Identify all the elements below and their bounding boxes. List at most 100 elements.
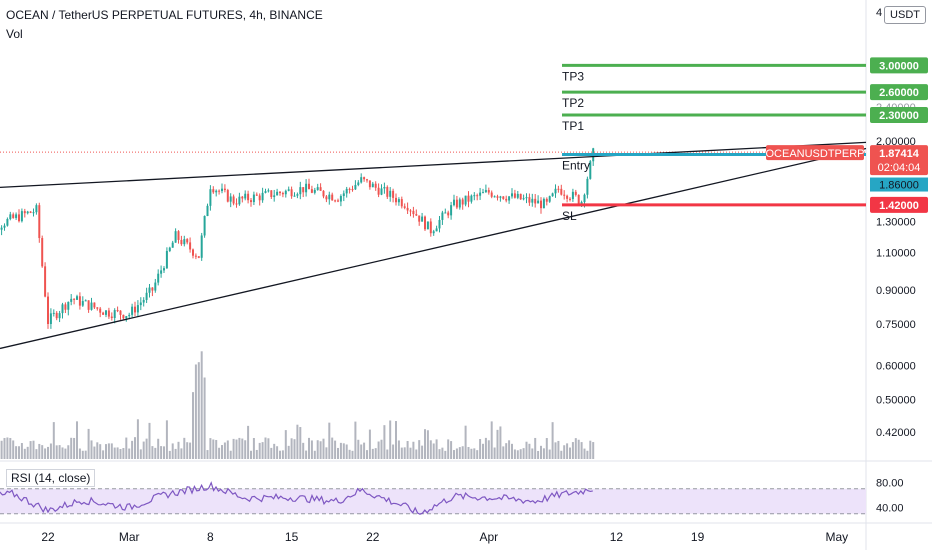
volume-bar <box>255 449 258 459</box>
candle-body <box>337 200 339 202</box>
volume-bar <box>165 420 168 459</box>
volume-bar <box>534 437 537 459</box>
volume-bar <box>290 438 293 459</box>
candle-body <box>380 188 383 195</box>
volume-bar <box>279 450 281 459</box>
candle-body <box>551 193 554 197</box>
candle-body <box>293 195 296 197</box>
time-axis-label: 12 <box>610 530 624 544</box>
candle-body <box>351 189 354 191</box>
candle-body <box>542 198 545 209</box>
volume-bar <box>116 447 119 459</box>
candle-body <box>342 193 345 197</box>
volume-bar <box>67 445 70 459</box>
volume-bar <box>305 450 308 459</box>
candle-body <box>258 195 261 201</box>
candle-body <box>273 195 276 198</box>
volume-bar <box>429 440 432 459</box>
volume-bar <box>412 441 415 459</box>
currency-button[interactable]: USDT <box>884 6 926 24</box>
candle-body <box>232 196 235 204</box>
candle-body <box>203 215 206 236</box>
current-price-countdown: 02:04:04 <box>878 162 921 174</box>
candle-body <box>357 182 360 185</box>
volume-bar <box>528 443 531 459</box>
candle-body <box>0 227 3 230</box>
candle-body <box>197 256 200 258</box>
candle-body <box>15 214 18 218</box>
candle-body <box>525 197 528 199</box>
volume-bar <box>415 449 418 459</box>
rsi-label[interactable]: RSI (14, close) <box>6 469 96 487</box>
volume-bar <box>258 442 261 459</box>
volume-bar <box>267 438 270 459</box>
candle-body <box>371 183 374 188</box>
candle-body <box>192 249 194 256</box>
volume-bar <box>444 450 447 459</box>
volume-bar <box>513 449 516 459</box>
volume-bar <box>93 446 96 459</box>
candle-body <box>244 193 247 199</box>
volume-bar <box>424 429 426 459</box>
volume-bar <box>58 445 61 459</box>
candle-body <box>125 316 128 319</box>
candle-body <box>218 190 221 192</box>
price-badge <box>870 57 928 74</box>
candle-body <box>569 198 571 200</box>
volume-bar <box>241 438 244 459</box>
volume-bar <box>557 440 560 459</box>
candle-body <box>163 268 165 271</box>
entry-price-badge-label: 1.86000 <box>879 180 919 192</box>
candle-body <box>545 198 548 202</box>
volume-bar <box>157 438 160 459</box>
volume-bar <box>192 392 194 459</box>
candle-body <box>580 202 583 204</box>
candle-body <box>99 308 102 313</box>
candle-body <box>467 195 470 202</box>
volume-bar <box>52 422 55 459</box>
volume-bar <box>395 421 397 459</box>
volume-bar <box>44 448 47 459</box>
volume-bar <box>238 437 241 459</box>
candle-body <box>574 191 577 195</box>
volume-bar <box>142 441 145 459</box>
candle-body <box>302 187 305 193</box>
volume-bar <box>577 439 580 459</box>
volume-bar <box>574 438 577 459</box>
volume-bar <box>125 437 128 459</box>
volume-bar <box>586 450 589 459</box>
price-axis-label: 2.00000 <box>876 136 916 148</box>
candle-body <box>560 188 563 195</box>
candle-body <box>392 190 395 198</box>
volume-bar <box>15 446 18 459</box>
volume-bar <box>571 442 574 459</box>
candle-body <box>96 307 99 309</box>
candle-body <box>482 192 484 194</box>
candle-body <box>418 215 421 222</box>
volume-bar <box>81 450 84 459</box>
candle-body <box>455 199 458 208</box>
time-axis-label: 22 <box>41 530 55 544</box>
candle-body <box>313 189 316 193</box>
candle-body <box>23 211 26 214</box>
candle-body <box>464 195 467 205</box>
candle-body <box>571 191 574 200</box>
volume-bar <box>145 438 148 459</box>
candle-body <box>177 231 180 240</box>
price-badge <box>870 84 928 101</box>
candle-body <box>479 192 482 196</box>
candle-body <box>55 312 58 319</box>
candle-body <box>186 239 189 243</box>
candle-body <box>105 310 107 315</box>
price-axis-label: 1.30000 <box>876 216 916 228</box>
candle-body <box>102 312 105 315</box>
volume-bar <box>389 420 392 459</box>
volume-bar <box>339 442 342 459</box>
volume-bar <box>171 443 174 459</box>
volume-bar <box>105 444 107 459</box>
candle-body <box>261 192 264 201</box>
candle-body <box>93 302 96 308</box>
volume-bar <box>35 449 38 459</box>
